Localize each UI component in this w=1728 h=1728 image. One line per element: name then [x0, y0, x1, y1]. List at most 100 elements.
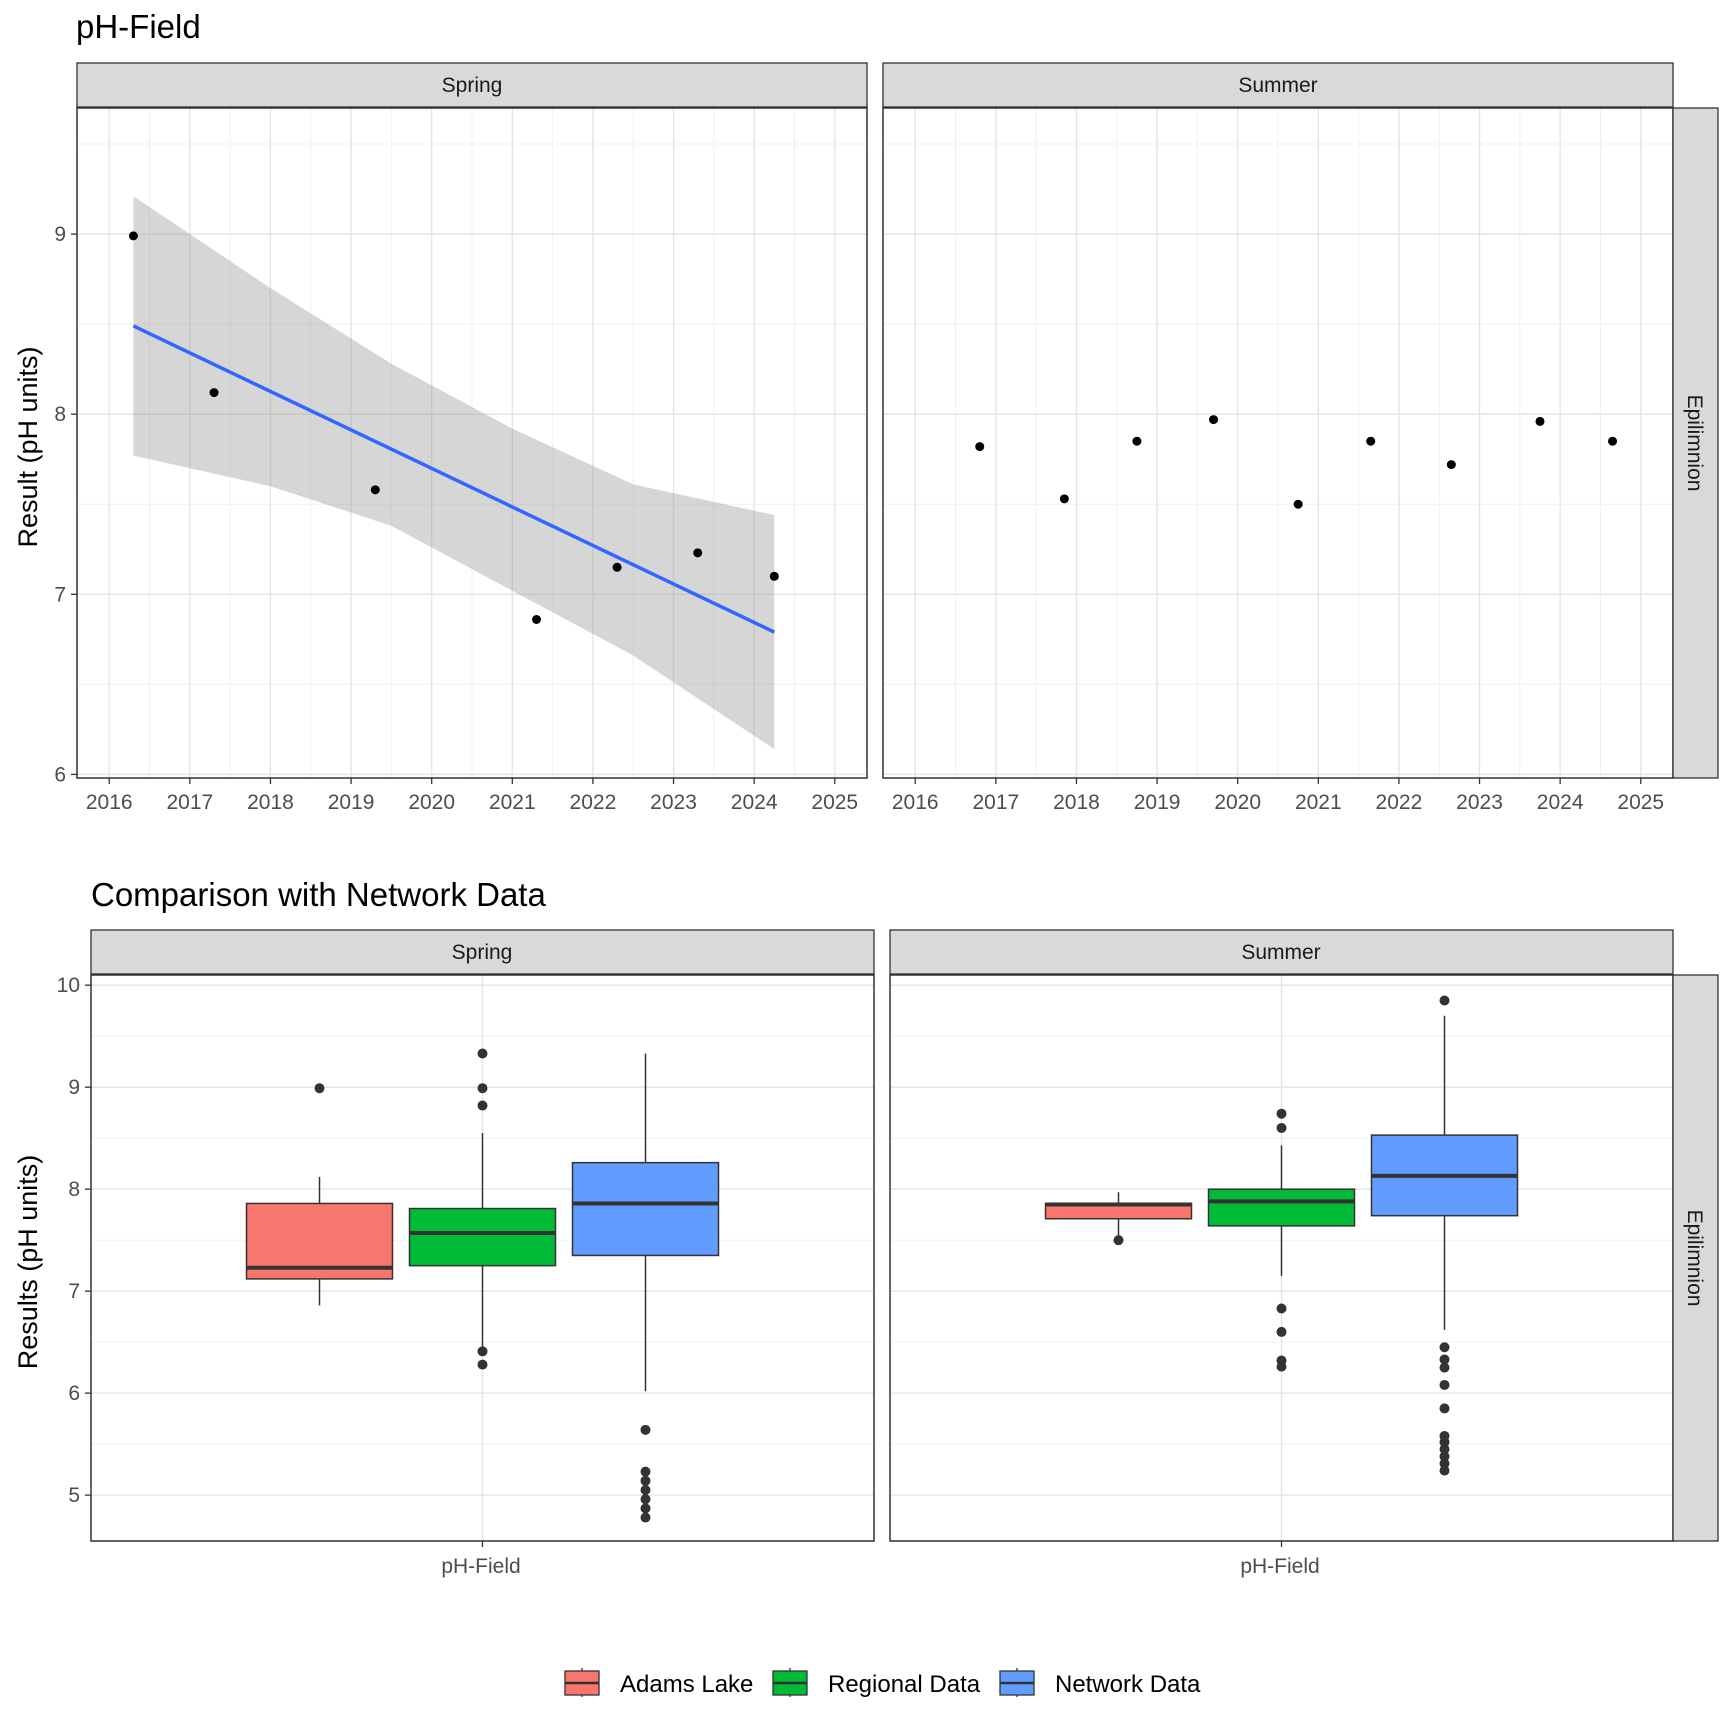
- outlier-point: [640, 1485, 651, 1496]
- strip-label-epilimnion-bottom: Epilimnion: [1683, 1210, 1706, 1307]
- y-tick-label: 6: [54, 763, 66, 786]
- outlier-point: [1439, 1362, 1450, 1373]
- outlier-point: [477, 1083, 488, 1094]
- category-label-spring: pH-Field: [441, 1555, 520, 1578]
- data-point: [1209, 415, 1219, 425]
- outlier-point: [1439, 1451, 1450, 1462]
- box-chart-title: Comparison with Network Data: [91, 876, 546, 913]
- x-tick-label: 2020: [408, 791, 455, 814]
- strip-label-summer-bottom: Summer: [1241, 941, 1320, 964]
- outlier-point: [1439, 1354, 1450, 1365]
- scatter-chart-title: pH-Field: [76, 8, 201, 45]
- x-tick-label: 2022: [570, 791, 617, 814]
- outlier-point: [640, 1466, 651, 1477]
- outlier-point: [1439, 1458, 1450, 1469]
- category-label-summer: pH-Field: [1240, 1555, 1319, 1578]
- x-tick-label: 2020: [1214, 791, 1261, 814]
- x-tick-label: 2021: [1295, 791, 1342, 814]
- strip-label-spring-top: Spring: [442, 74, 503, 97]
- x-tick-label: 2019: [1134, 791, 1181, 814]
- outlier-point: [1276, 1326, 1287, 1337]
- outlier-point: [1439, 1342, 1450, 1353]
- legend-label-network-data: Network Data: [1055, 1671, 1201, 1698]
- strip-label-epilimnion-top: Epilimnion: [1683, 395, 1706, 492]
- strip-epilimnion-top: [1672, 107, 1719, 779]
- panel-border-spring-top: [76, 107, 868, 779]
- data-point: [1132, 436, 1142, 446]
- outlier-point: [1276, 1122, 1287, 1133]
- data-point: [1059, 494, 1069, 504]
- outlier-point: [1439, 1379, 1450, 1390]
- data-point: [1608, 436, 1618, 446]
- x-tick-label: 2023: [650, 791, 697, 814]
- outlier-point: [1439, 1403, 1450, 1414]
- strip-summer-bottom: [889, 929, 1674, 975]
- legend-label-adams-lake: Adams Lake: [620, 1671, 753, 1698]
- y-tick-label: 9: [54, 223, 66, 246]
- x-tick-label: 2024: [1537, 791, 1584, 814]
- panel-border-spring-bottom: [90, 974, 875, 1542]
- legend-item-adams-lake: Adams Lake: [564, 1668, 753, 1698]
- x-tick-label: 2017: [972, 791, 1019, 814]
- outlier-point: [1439, 1430, 1450, 1441]
- y-tick-label: 6: [68, 1382, 80, 1405]
- strip-summer-top: [882, 62, 1674, 108]
- data-point: [1446, 460, 1456, 470]
- outlier-point: [640, 1494, 651, 1505]
- data-point: [693, 548, 703, 558]
- box: [571, 1161, 720, 1257]
- legend-item-network-data: Network Data: [999, 1668, 1201, 1698]
- outlier-point: [640, 1503, 651, 1514]
- data-point: [975, 442, 985, 452]
- data-point: [370, 485, 380, 495]
- box: [1207, 1188, 1356, 1227]
- x-tick-label: 2025: [1617, 791, 1664, 814]
- y-tick-label: 7: [54, 583, 66, 606]
- strip-label-summer-top: Summer: [1238, 74, 1317, 97]
- outlier-point: [1276, 1303, 1287, 1314]
- strip-spring-top: [76, 62, 868, 108]
- outlier-point: [1439, 1465, 1450, 1476]
- outlier-point: [314, 1083, 325, 1094]
- x-tick-label: 2025: [811, 791, 858, 814]
- trend-line: [132, 324, 776, 634]
- y-tick-label: 5: [68, 1484, 80, 1507]
- x-tick-label: 2023: [1456, 791, 1503, 814]
- legend: Adams Lake Regional Data Network Data: [564, 1668, 1201, 1698]
- x-tick-label: 2021: [489, 791, 536, 814]
- outlier-point: [1439, 1444, 1450, 1455]
- strip-label-spring-bottom: Spring: [452, 941, 513, 964]
- x-tick-label: 2016: [892, 791, 939, 814]
- box: [408, 1207, 557, 1267]
- x-tick-label: 2024: [731, 791, 778, 814]
- outlier-point: [1113, 1235, 1124, 1246]
- y-tick-label: 10: [57, 974, 80, 997]
- outlier-point: [477, 1100, 488, 1111]
- outlier-point: [1276, 1355, 1287, 1366]
- outlier-point: [477, 1359, 488, 1370]
- x-tick-label: 2018: [1053, 791, 1100, 814]
- data-point: [531, 615, 541, 625]
- x-tick-label: 2016: [86, 791, 133, 814]
- outlier-point: [1439, 995, 1450, 1006]
- strip-epilimnion-bottom: [1672, 974, 1719, 1542]
- x-tick-label: 2022: [1376, 791, 1423, 814]
- legend-label-regional-data: Regional Data: [828, 1671, 981, 1698]
- scatter-y-axis-title: Result (pH units): [13, 346, 43, 547]
- outlier-point: [477, 1346, 488, 1357]
- data-point: [209, 388, 219, 398]
- outlier-point: [640, 1424, 651, 1435]
- legend-item-regional-data: Regional Data: [772, 1668, 981, 1698]
- data-point: [1535, 416, 1545, 426]
- outlier-point: [1276, 1108, 1287, 1119]
- y-tick-label: 8: [68, 1178, 80, 1201]
- x-tick-label: 2017: [166, 791, 213, 814]
- outlier-point: [477, 1048, 488, 1059]
- y-tick-label: 9: [68, 1076, 80, 1099]
- data-point: [1293, 499, 1303, 509]
- confidence-band: [133, 196, 775, 750]
- data-point: [769, 571, 779, 581]
- y-tick-label: 7: [68, 1280, 80, 1303]
- box-y-axis-title: Results (pH units): [13, 1155, 43, 1370]
